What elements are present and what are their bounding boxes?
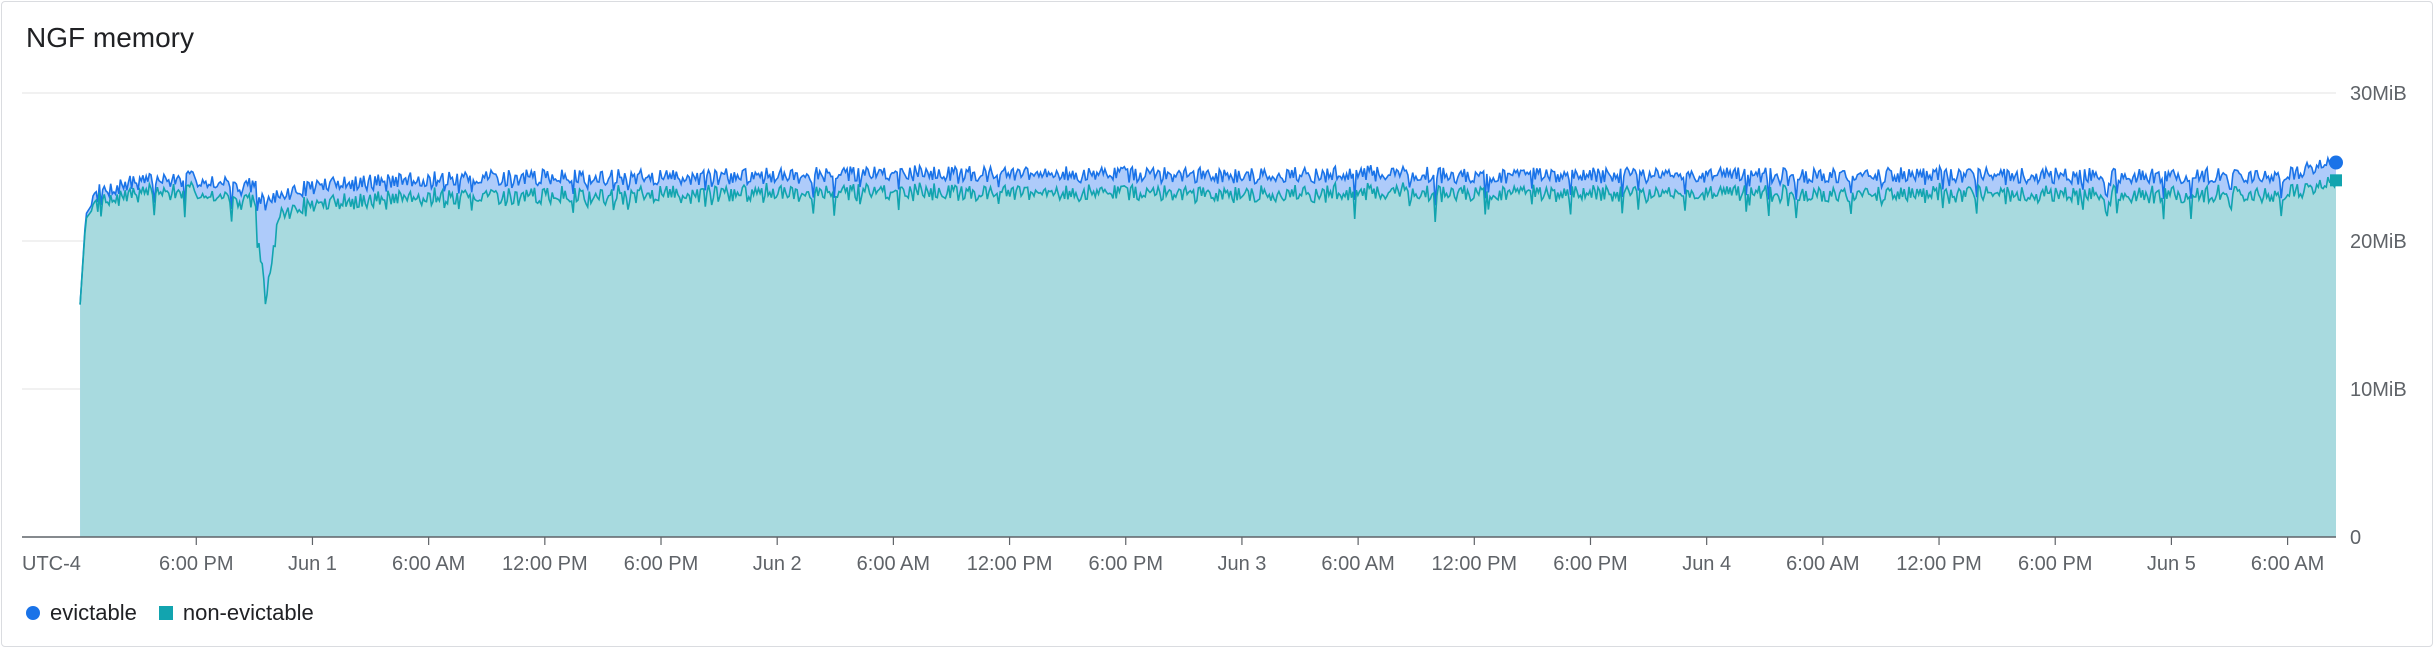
x-tick-label: 6:00 PM bbox=[624, 553, 698, 575]
x-tick-label: 12:00 PM bbox=[1431, 553, 1517, 575]
legend-item-non-evictable[interactable]: non-evictable bbox=[158, 600, 314, 626]
y-axis: 0 10MiB 20MiB 30MiB bbox=[2350, 83, 2407, 549]
x-tick-label: Jun 4 bbox=[1682, 553, 1731, 575]
line-evictable bbox=[79, 155, 2337, 305]
endpoint-evictable[interactable] bbox=[2329, 155, 2343, 170]
x-tick-label: 12:00 PM bbox=[502, 553, 588, 575]
x-tick-label: 6:00 PM bbox=[159, 553, 233, 575]
y-tick-label: 30MiB bbox=[2350, 83, 2407, 105]
y-tick-label: 0 bbox=[2350, 527, 2361, 549]
x-tick-label: 12:00 PM bbox=[1896, 553, 1982, 575]
x-tick-label: 6:00 PM bbox=[1553, 553, 1627, 575]
x-axis: UTC-4 6:00 PM Jun 1 6:00 AM 12:00 PM 6:00 PM J… bbox=[22, 536, 2336, 575]
x-tick-label: 6:00 PM bbox=[1089, 553, 1163, 575]
legend-square-icon bbox=[158, 606, 173, 620]
legend-circle-icon bbox=[26, 606, 40, 620]
legend: evictable non-evictable bbox=[26, 600, 336, 626]
x-tick-label: 6:00 AM bbox=[857, 553, 930, 575]
x-tick-label: Jun 5 bbox=[2147, 553, 2196, 575]
y-tick-label: 10MiB bbox=[2350, 379, 2407, 401]
series-areas bbox=[80, 158, 2336, 537]
series-lines bbox=[79, 155, 2337, 305]
legend-label-non-evictable: non-evictable bbox=[182, 600, 314, 625]
x-axis-timezone: UTC-4 bbox=[22, 553, 81, 575]
x-tick-label: 6:00 PM bbox=[2018, 553, 2092, 575]
x-tick-label: Jun 1 bbox=[288, 553, 337, 575]
x-tick-label: Jun 2 bbox=[753, 553, 802, 575]
legend-label-evictable: evictable bbox=[50, 600, 137, 625]
y-tick-label: 20MiB bbox=[2350, 231, 2407, 253]
line-non-evictable bbox=[79, 176, 2337, 305]
endpoint-non-evictable[interactable] bbox=[2330, 174, 2342, 187]
legend-item-evictable[interactable]: evictable bbox=[26, 600, 137, 626]
x-tick-label: 6:00 AM bbox=[1786, 553, 1859, 575]
x-tick-label: 6:00 AM bbox=[392, 553, 465, 575]
chart-title: NGF memory bbox=[26, 22, 194, 53]
x-tick-label: 12:00 PM bbox=[967, 553, 1053, 575]
x-tick-label: 6:00 AM bbox=[2251, 553, 2324, 575]
x-tick-label: Jun 3 bbox=[1217, 553, 1266, 575]
x-tick-label: 6:00 AM bbox=[1321, 553, 1394, 575]
area-non-evictable bbox=[80, 177, 2336, 537]
series-endpoints bbox=[2329, 155, 2343, 187]
